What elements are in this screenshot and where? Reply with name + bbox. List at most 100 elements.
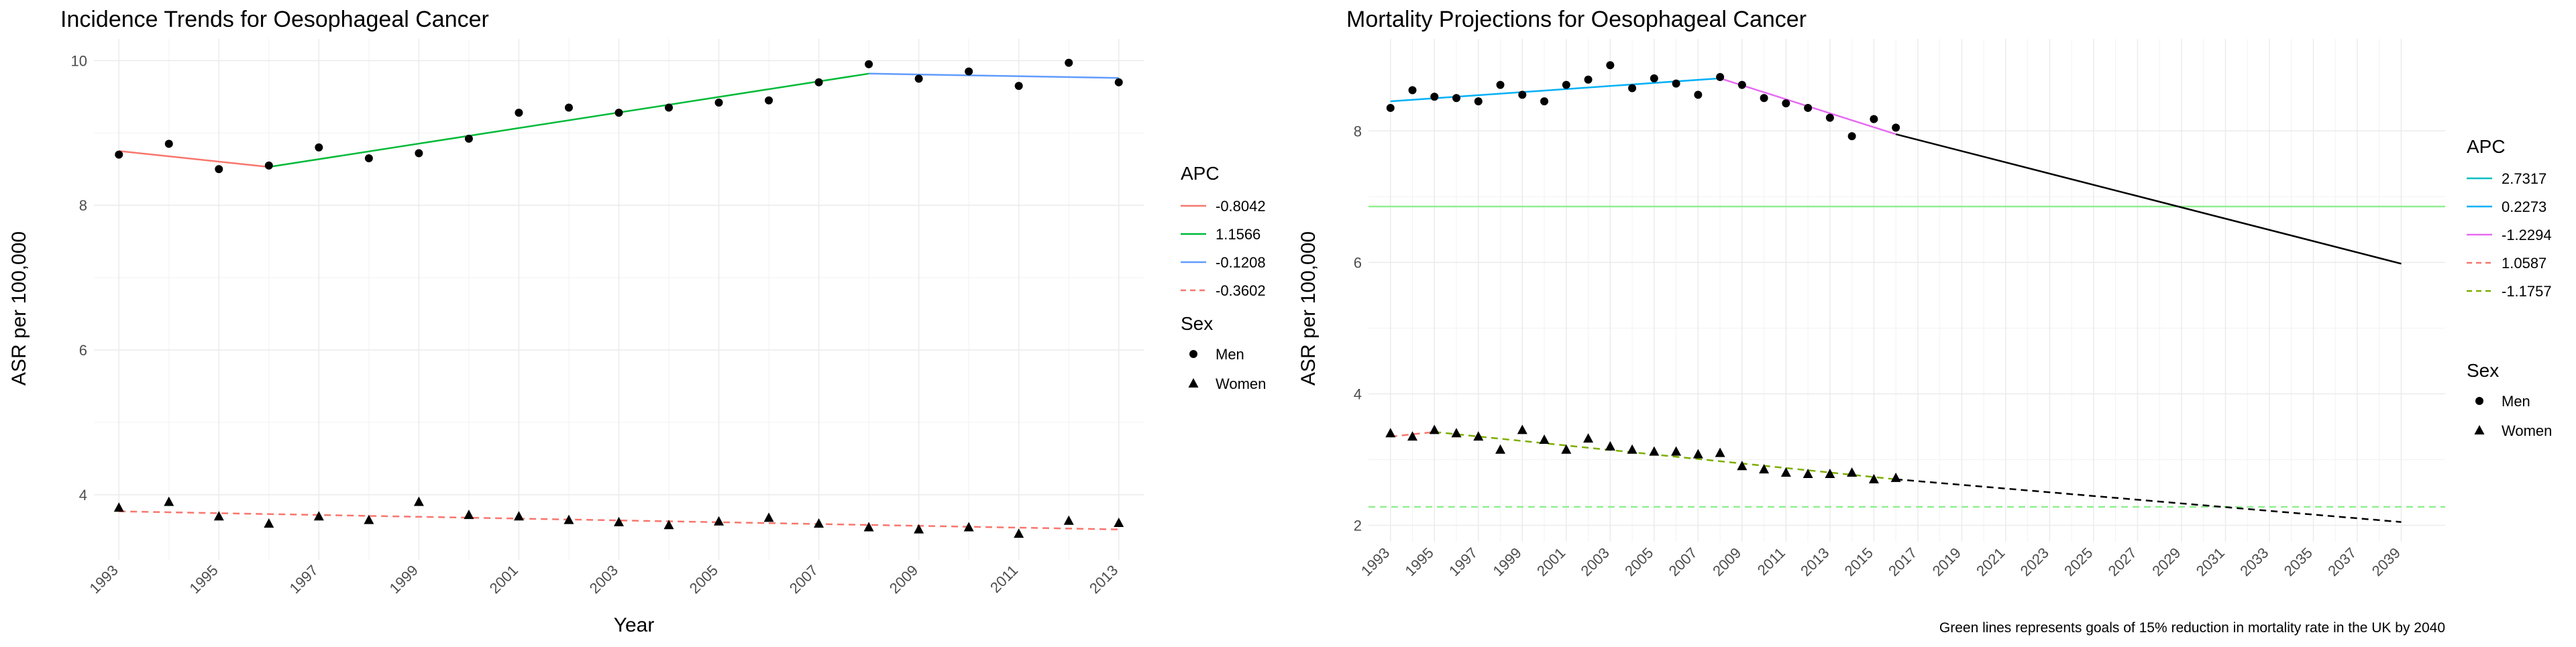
- point-men: [1474, 97, 1483, 106]
- point-women: [1605, 440, 1615, 451]
- point-women: [1671, 446, 1682, 456]
- point-men: [1825, 113, 1834, 122]
- point-men: [1584, 75, 1593, 84]
- point-women: [814, 518, 824, 528]
- point-men: [115, 150, 123, 159]
- point-women: [1825, 469, 1835, 479]
- y-tick-label: 8: [79, 197, 87, 214]
- point-men: [1408, 86, 1417, 95]
- point-women: [1847, 467, 1858, 477]
- point-men: [515, 109, 523, 117]
- trend-line-1: [268, 72, 869, 168]
- point-women: [963, 522, 974, 532]
- point-men: [814, 78, 823, 86]
- point-women: [1495, 444, 1506, 454]
- point-women: [113, 502, 124, 512]
- point-women: [1780, 467, 1791, 477]
- mortality-y-axis-label: ASR per 100,000: [1297, 231, 1320, 386]
- incidence-grid: [94, 39, 1144, 560]
- legend-sex-label: Men: [1216, 346, 1244, 363]
- mortality-legend-apc-title: APC: [2467, 136, 2506, 157]
- point-men: [1518, 91, 1527, 99]
- point-women: [1429, 424, 1440, 434]
- incidence-legend-sex-items: Men Women: [1188, 346, 1266, 392]
- point-women: [1561, 444, 1572, 454]
- y-tick-label: 6: [79, 342, 87, 359]
- y-tick-label: 4: [79, 487, 87, 504]
- trend-line-3: [119, 510, 1119, 530]
- y-tick-label: 6: [1354, 254, 1362, 271]
- point-women: [1583, 433, 1594, 443]
- y-tick-label: 8: [1354, 123, 1362, 139]
- point-women: [313, 511, 324, 521]
- trend-line-2: [869, 72, 1119, 79]
- point-women: [1868, 473, 1879, 483]
- point-men: [1014, 82, 1023, 91]
- point-men: [1452, 94, 1461, 103]
- point-women: [564, 514, 574, 524]
- point-women: [863, 522, 874, 532]
- point-men: [1694, 91, 1703, 99]
- point-men: [264, 161, 273, 170]
- point-men: [1870, 115, 1878, 123]
- projection-line-men: [1895, 133, 2402, 265]
- point-men: [1650, 74, 1658, 82]
- legend-sex-key: [2475, 397, 2483, 405]
- point-men: [1847, 132, 1856, 141]
- point-women: [1063, 515, 1074, 525]
- mortality-legend-sex-items: Men Women: [2474, 393, 2552, 439]
- point-women: [914, 524, 924, 534]
- trend-line-4: [1434, 431, 1896, 481]
- incidence-y-ticks: 4 6 8 10: [71, 52, 87, 504]
- legend-sex-label: Women: [2502, 422, 2552, 439]
- point-women: [413, 496, 424, 506]
- legend-apc-label: -1.1757: [2502, 283, 2552, 300]
- y-tick-label: 2: [1354, 517, 1362, 534]
- point-women: [614, 516, 624, 526]
- mortality-y-ticks: 2 4 6 8: [1354, 123, 1362, 534]
- point-men: [1782, 99, 1790, 108]
- point-women: [1114, 517, 1124, 527]
- legend-sex-label: Women: [1216, 375, 1266, 392]
- point-men: [1672, 79, 1680, 88]
- incidence-points: [113, 58, 1124, 538]
- legend-apc-label: 2.7317: [2502, 170, 2546, 187]
- incidence-x-axis-label: Year: [614, 614, 655, 636]
- point-women: [264, 518, 274, 528]
- point-women: [164, 496, 174, 506]
- point-men: [1760, 94, 1768, 103]
- point-men: [1737, 80, 1746, 89]
- incidence-legend-apc-items: -0.8042 1.1566 -0.1208 -0.3602: [1181, 198, 1266, 299]
- point-women: [1451, 428, 1462, 438]
- legend-apc-label: -0.1208: [1216, 254, 1266, 271]
- point-women: [1385, 428, 1396, 438]
- point-men: [665, 103, 674, 112]
- legend-apc-label: -0.3602: [1216, 282, 1266, 299]
- point-men: [464, 134, 473, 143]
- point-women: [364, 514, 374, 524]
- legend-apc-label: -0.8042: [1216, 198, 1266, 215]
- point-men: [714, 98, 723, 107]
- point-men: [865, 60, 873, 68]
- point-women: [1649, 446, 1660, 456]
- point-men: [164, 139, 173, 148]
- point-men: [1716, 72, 1725, 81]
- point-women: [213, 511, 224, 521]
- legend-sex-key: [1189, 350, 1197, 358]
- point-women: [1890, 472, 1901, 482]
- point-men: [614, 109, 623, 117]
- point-women: [1014, 528, 1024, 538]
- point-men: [1892, 123, 1900, 132]
- legend-apc-label: 1.1566: [1216, 226, 1260, 243]
- point-women: [1737, 461, 1748, 471]
- point-men: [765, 96, 773, 105]
- point-men: [1065, 58, 1073, 67]
- mortality-points: [1385, 61, 1901, 483]
- legend-sex-label: Men: [2502, 393, 2530, 410]
- point-women: [513, 511, 524, 521]
- point-men: [914, 74, 923, 83]
- mortality-legend-apc-items: 2.7317 0.2273 -1.2294 1.0587 -1.1757: [2467, 170, 2552, 300]
- trend-line-0: [119, 150, 269, 168]
- point-men: [215, 165, 223, 174]
